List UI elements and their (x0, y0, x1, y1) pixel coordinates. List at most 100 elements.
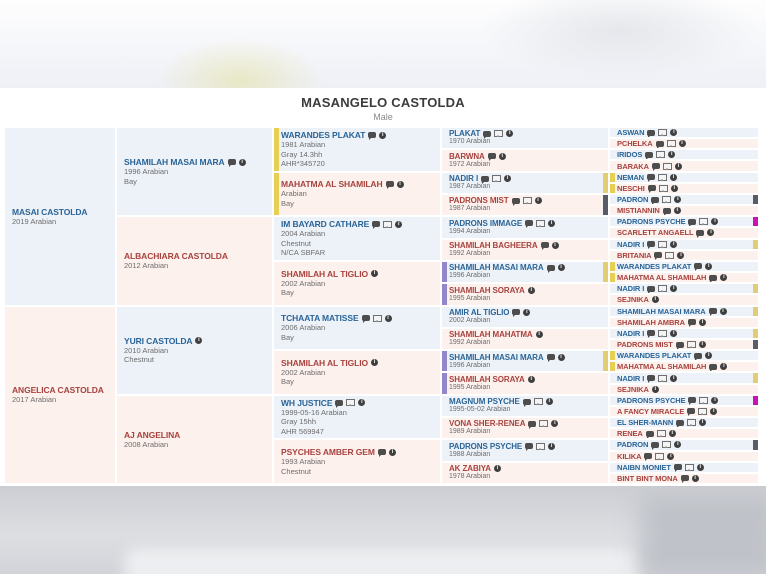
photo-icon[interactable] (372, 314, 382, 322)
chat-icon[interactable] (512, 309, 521, 318)
chat-icon[interactable] (647, 285, 656, 294)
info-icon[interactable] (358, 399, 366, 407)
photo-icon[interactable] (658, 374, 668, 382)
chat-icon[interactable] (546, 354, 555, 363)
chat-icon[interactable] (647, 330, 656, 338)
info-icon[interactable] (670, 329, 678, 337)
horse-name-link[interactable]: BARAKA (617, 161, 649, 171)
chat-icon[interactable] (651, 441, 660, 450)
horse-name-link[interactable]: SHAMILAH AL TIGLIO (281, 357, 368, 368)
chat-icon[interactable] (662, 207, 671, 216)
horse-name-link[interactable]: RENEA (617, 429, 643, 439)
horse-name-link[interactable]: NADIR I (449, 174, 479, 184)
info-icon[interactable] (557, 264, 565, 272)
info-icon[interactable] (699, 419, 707, 427)
info-icon[interactable] (395, 220, 403, 228)
photo-icon[interactable] (658, 184, 668, 192)
chat-icon[interactable] (655, 140, 664, 149)
horse-name-link[interactable]: ALBACHIARA CASTOLDA (124, 251, 228, 262)
info-icon[interactable] (384, 314, 392, 322)
horse-name-link[interactable]: PADRON (617, 440, 649, 450)
info-icon[interactable] (527, 375, 535, 383)
chat-icon[interactable] (676, 419, 685, 428)
chat-icon[interactable] (688, 218, 697, 227)
info-icon[interactable] (506, 130, 514, 138)
info-icon[interactable] (668, 430, 676, 438)
chat-icon[interactable] (675, 341, 684, 350)
photo-icon[interactable] (492, 175, 502, 183)
info-icon[interactable] (710, 407, 718, 415)
chat-icon[interactable] (688, 397, 697, 405)
info-icon[interactable] (698, 341, 706, 349)
horse-name-link[interactable]: PADRONS PSYCHE (617, 217, 686, 227)
info-icon[interactable] (370, 270, 378, 278)
chat-icon[interactable] (647, 174, 655, 182)
info-icon[interactable] (651, 296, 659, 304)
photo-icon[interactable] (533, 398, 543, 406)
horse-name-link[interactable]: SHAMILAH MASAI MARA (449, 352, 544, 362)
horse-name-link[interactable]: TCHAATA MATISSE (281, 313, 359, 324)
info-icon[interactable] (670, 285, 678, 293)
photo-icon[interactable] (383, 220, 393, 228)
info-icon[interactable] (396, 180, 404, 188)
horse-name-link[interactable]: SHAMILAH BAGHEERA (449, 240, 538, 250)
chat-icon[interactable] (645, 151, 654, 160)
horse-name-link[interactable]: BINT BINT MONA (617, 473, 678, 483)
info-icon[interactable] (677, 251, 685, 259)
photo-icon[interactable] (656, 151, 666, 159)
info-icon[interactable] (534, 197, 542, 205)
info-icon[interactable] (670, 184, 678, 192)
photo-icon[interactable] (658, 285, 668, 293)
chat-icon[interactable] (522, 398, 531, 407)
info-icon[interactable] (535, 331, 543, 339)
info-icon[interactable] (668, 151, 676, 159)
chat-icon[interactable] (483, 130, 492, 139)
horse-name-link[interactable]: NADIR I (617, 328, 645, 338)
info-icon[interactable] (674, 162, 682, 170)
chat-icon[interactable] (377, 449, 386, 458)
info-icon[interactable] (696, 463, 704, 471)
chat-icon[interactable] (647, 241, 656, 249)
photo-icon[interactable] (687, 419, 697, 427)
horse-name-link[interactable]: WARANDES PLAKAT (281, 130, 366, 141)
horse-name-link[interactable]: AMIR AL TIGLIO (449, 307, 510, 317)
chat-icon[interactable] (680, 475, 689, 483)
horse-name-link[interactable]: PSYCHES AMBER GEM (281, 447, 375, 458)
chat-icon[interactable] (694, 263, 703, 272)
info-icon[interactable] (498, 152, 506, 160)
photo-icon[interactable] (655, 452, 665, 460)
horse-name-link[interactable]: IM BAYARD CATHARE (281, 219, 370, 230)
info-icon[interactable] (711, 218, 719, 226)
info-icon[interactable] (707, 229, 715, 237)
horse-name-link[interactable]: MASAI CASTOLDA (12, 206, 88, 217)
horse-name-link[interactable]: PADRONS PSYCHE (617, 395, 686, 405)
photo-icon[interactable] (346, 399, 356, 407)
chat-icon[interactable] (361, 315, 370, 324)
photo-icon[interactable] (686, 341, 696, 349)
chat-icon[interactable] (647, 129, 656, 138)
chat-icon[interactable] (709, 363, 718, 372)
info-icon[interactable] (238, 158, 246, 166)
horse-name-link[interactable]: IRIDOS (617, 150, 643, 160)
info-icon[interactable] (548, 442, 556, 450)
horse-name-link[interactable]: BARWNA (449, 151, 485, 161)
horse-name-link[interactable]: PADRONS PSYCHE (449, 441, 523, 451)
chat-icon[interactable] (644, 453, 653, 461)
info-icon[interactable] (673, 207, 681, 215)
horse-name-link[interactable]: PADRONS IMMAGE (449, 218, 523, 228)
photo-icon[interactable] (662, 441, 672, 449)
chat-icon[interactable] (335, 399, 344, 408)
horse-name-link[interactable]: SHAMILAH MASAI MARA (617, 306, 706, 316)
info-icon[interactable] (379, 131, 387, 139)
horse-name-link[interactable]: SEJNIKA (617, 295, 649, 305)
horse-name-link[interactable]: NADIR I (617, 239, 645, 249)
horse-name-link[interactable]: NAIBN MONIET (617, 462, 671, 472)
horse-name-link[interactable]: PADRONS MIST (449, 196, 509, 206)
photo-icon[interactable] (662, 196, 672, 204)
horse-name-link[interactable]: SHAMILAH AMBRA (617, 317, 685, 327)
photo-icon[interactable] (699, 396, 709, 404)
horse-name-link[interactable]: MAHATMA AL SHAMILAH (281, 179, 383, 190)
horse-name-link[interactable]: SHAMILAH MASAI MARA (124, 157, 225, 168)
chat-icon[interactable] (645, 430, 654, 439)
chat-icon[interactable] (709, 274, 718, 283)
